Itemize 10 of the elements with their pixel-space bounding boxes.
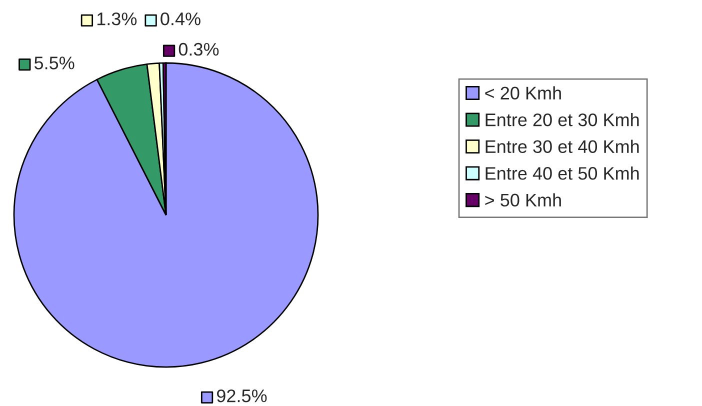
data-label: 0.4%: [160, 12, 200, 26]
data-label: 92.5%: [217, 389, 267, 402]
legend-label: < 20 Kmh: [485, 86, 561, 100]
data-label: 5.5%: [34, 56, 74, 70]
legend-label: Entre 20 et 30 Kmh: [486, 113, 639, 126]
data-label: 0.3%: [178, 42, 219, 56]
legend-label: > 50 Kmh: [485, 193, 561, 207]
legend-label: Entre 40 et 50 Kmh: [486, 166, 639, 180]
data-label: 1.3%: [97, 12, 137, 26]
legend-label: Entre 30 et 40 Kmh: [486, 140, 639, 154]
